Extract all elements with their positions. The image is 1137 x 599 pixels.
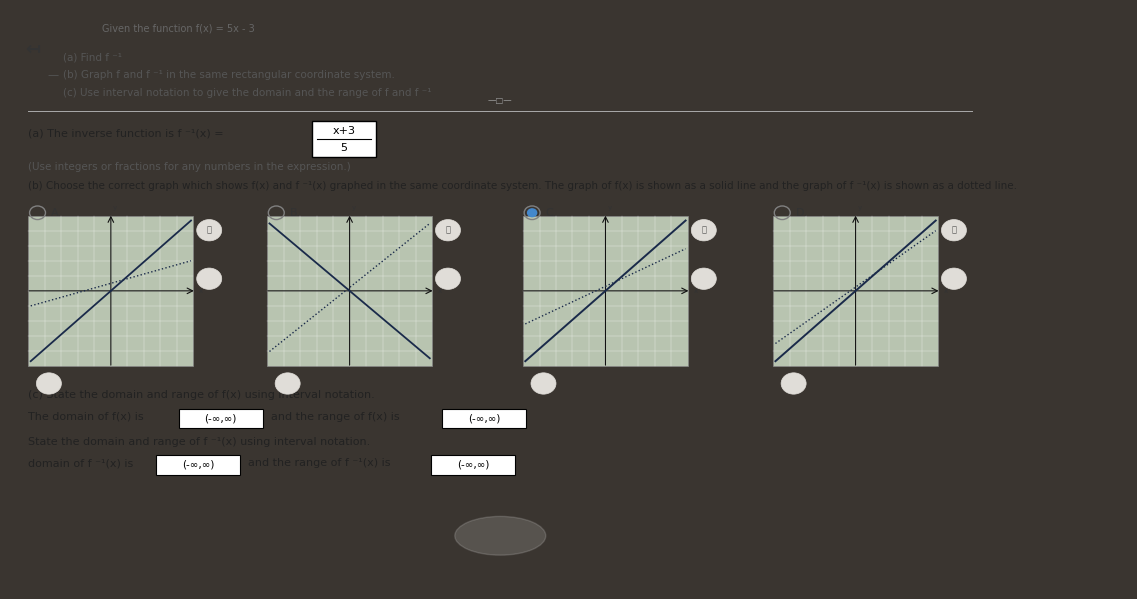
Text: (Use integers or fractions for any numbers in the expression.): (Use integers or fractions for any numbe… [28,162,351,173]
Text: (b) Graph f and f ⁻¹ in the same rectangular coordinate system.: (b) Graph f and f ⁻¹ in the same rectang… [63,70,395,80]
Circle shape [36,373,61,394]
Text: (c) State the domain and range of f(x) using interval notation.: (c) State the domain and range of f(x) u… [28,391,375,400]
Circle shape [531,373,556,394]
Text: y: y [607,205,612,211]
Circle shape [691,220,716,241]
Text: ↤: ↤ [25,41,40,59]
Text: 🔍: 🔍 [446,226,450,235]
Text: (c) Use interval notation to give the domain and the range of f and f ⁻¹: (c) Use interval notation to give the do… [63,87,431,98]
Text: y: y [114,205,117,211]
FancyBboxPatch shape [431,455,515,474]
Text: (b) Choose the correct graph which shows f(x) and f ⁻¹(x) graphed in the same co: (b) Choose the correct graph which shows… [28,181,1018,190]
Text: The domain of f(x) is: The domain of f(x) is [28,412,144,422]
Bar [28,216,193,366]
Circle shape [435,268,460,289]
Text: (-∞,∞): (-∞,∞) [457,460,489,470]
Circle shape [941,268,966,289]
Bar [523,216,688,366]
Text: 🔍: 🔍 [952,226,956,235]
Text: 🔍: 🔍 [702,226,706,235]
Circle shape [275,373,300,394]
Text: —□—: —□— [488,96,513,105]
Bar [267,216,432,366]
Circle shape [528,209,537,217]
Circle shape [197,220,222,241]
FancyBboxPatch shape [312,120,376,156]
Text: x: x [944,288,948,294]
Text: y: y [858,205,862,211]
Circle shape [691,268,716,289]
Text: y: y [352,205,356,211]
FancyBboxPatch shape [179,409,263,428]
FancyBboxPatch shape [442,409,526,428]
Text: 🔍: 🔍 [207,226,211,235]
Text: x: x [199,288,204,294]
Text: x+3: x+3 [332,126,356,137]
Text: (-∞,∞): (-∞,∞) [182,460,214,470]
Text: (a) The inverse function is f ⁻¹(x) =: (a) The inverse function is f ⁻¹(x) = [28,128,224,138]
Bar [773,216,938,366]
Text: x: x [438,288,442,294]
Text: State the domain and range of f ⁻¹(x) using interval notation.: State the domain and range of f ⁻¹(x) us… [28,437,371,447]
Text: C.: C. [546,208,557,218]
Text: B.: B. [290,208,301,218]
Circle shape [197,268,222,289]
Circle shape [781,373,806,394]
Text: and the range of f ⁻¹(x) is: and the range of f ⁻¹(x) is [248,458,390,468]
Text: Given the function f(x) = 5x - 3: Given the function f(x) = 5x - 3 [102,23,255,34]
Text: 5: 5 [340,143,348,153]
Text: A.: A. [51,208,63,218]
Text: (a) Find f ⁻¹: (a) Find f ⁻¹ [63,53,122,63]
Text: (-∞,∞): (-∞,∞) [205,413,236,423]
Text: and the range of f(x) is: and the range of f(x) is [271,412,399,422]
FancyBboxPatch shape [156,455,240,474]
Circle shape [435,220,460,241]
Text: (-∞,∞): (-∞,∞) [468,413,500,423]
Text: domain of f ⁻¹(x) is: domain of f ⁻¹(x) is [28,458,134,468]
Text: D.: D. [796,208,808,218]
Text: —: — [48,70,59,80]
Ellipse shape [455,516,546,555]
Circle shape [941,220,966,241]
Text: x: x [694,288,698,294]
